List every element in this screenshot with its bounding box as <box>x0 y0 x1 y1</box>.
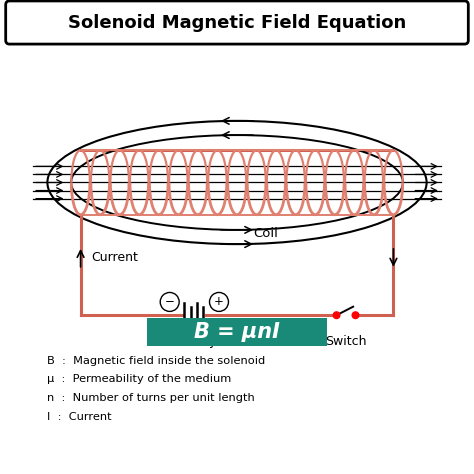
Text: +: + <box>214 295 224 309</box>
FancyBboxPatch shape <box>147 318 327 346</box>
Text: μ  :  Permeability of the medium: μ : Permeability of the medium <box>47 374 232 384</box>
Text: Switch: Switch <box>325 335 367 348</box>
Text: Coil: Coil <box>253 227 278 239</box>
Text: Current: Current <box>91 251 138 264</box>
Circle shape <box>352 312 359 319</box>
Text: B = μnI: B = μnI <box>194 322 280 342</box>
Text: B  :  Magnetic field inside the solenoid: B : Magnetic field inside the solenoid <box>47 356 265 365</box>
Text: −: − <box>165 295 174 309</box>
Text: n  :  Number of turns per unit length: n : Number of turns per unit length <box>47 393 255 403</box>
FancyBboxPatch shape <box>6 1 468 44</box>
Text: Battery: Battery <box>171 335 218 348</box>
Circle shape <box>333 312 340 319</box>
Text: I  :  Current: I : Current <box>47 412 112 422</box>
Text: Solenoid Magnetic Field Equation: Solenoid Magnetic Field Equation <box>68 14 406 32</box>
